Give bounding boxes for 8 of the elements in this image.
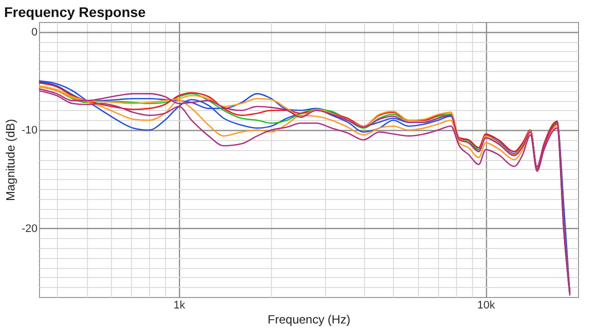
y-axis-title: Magnitude (dB) xyxy=(4,118,18,202)
x-axis-title: Frequency (Hz) xyxy=(268,312,350,326)
x-tick-label: 10k xyxy=(477,300,496,312)
y-tick-label: 0 xyxy=(31,26,38,38)
y-tick-label: -10 xyxy=(22,124,38,137)
y-tick-label: -20 xyxy=(22,222,38,235)
x-tick-label: 1k xyxy=(174,300,186,312)
chart-title: Frequency Response xyxy=(4,4,146,20)
